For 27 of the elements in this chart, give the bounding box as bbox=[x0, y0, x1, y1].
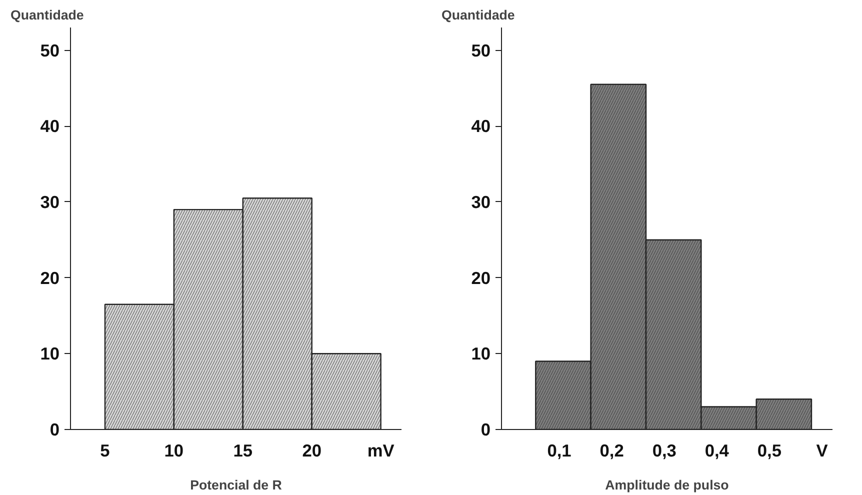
y-tick-label: 50 bbox=[471, 40, 491, 60]
x-tick-label: 5 bbox=[100, 440, 110, 460]
y-tick-label: 20 bbox=[40, 268, 60, 288]
x-tick-label: 15 bbox=[233, 440, 253, 460]
y-tick-label: 40 bbox=[471, 116, 491, 136]
x-tick-label: 0,5 bbox=[757, 440, 782, 460]
y-tick-label: 0 bbox=[50, 420, 60, 440]
y-tick-label: 30 bbox=[471, 192, 491, 212]
y-axis-title: Quantidade bbox=[442, 8, 515, 22]
x-tick-label: 0,3 bbox=[652, 440, 677, 460]
x-tick-label: 0,4 bbox=[704, 440, 730, 460]
x-tick-label: V bbox=[816, 440, 828, 460]
y-tick-label: 30 bbox=[40, 192, 60, 212]
x-tick-label: mV bbox=[367, 440, 395, 460]
y-axis-title: Quantidade bbox=[10, 8, 84, 22]
y-tick-label: 10 bbox=[40, 344, 60, 364]
x-tick-label: 20 bbox=[302, 440, 322, 460]
y-tick-label: 10 bbox=[471, 344, 491, 364]
x-tick-label: 10 bbox=[164, 440, 184, 460]
x-tick-label: 0,2 bbox=[600, 440, 624, 460]
y-tick-label: 40 bbox=[40, 116, 60, 136]
x-axis-title: Amplitude de pulso bbox=[605, 478, 729, 492]
y-tick-label: 0 bbox=[480, 420, 491, 440]
x-axis-title: Potencial de R bbox=[190, 478, 282, 492]
y-tick-label: 50 bbox=[40, 40, 60, 60]
y-tick-label: 20 bbox=[471, 268, 491, 288]
x-tick-label: 0,1 bbox=[547, 440, 572, 460]
